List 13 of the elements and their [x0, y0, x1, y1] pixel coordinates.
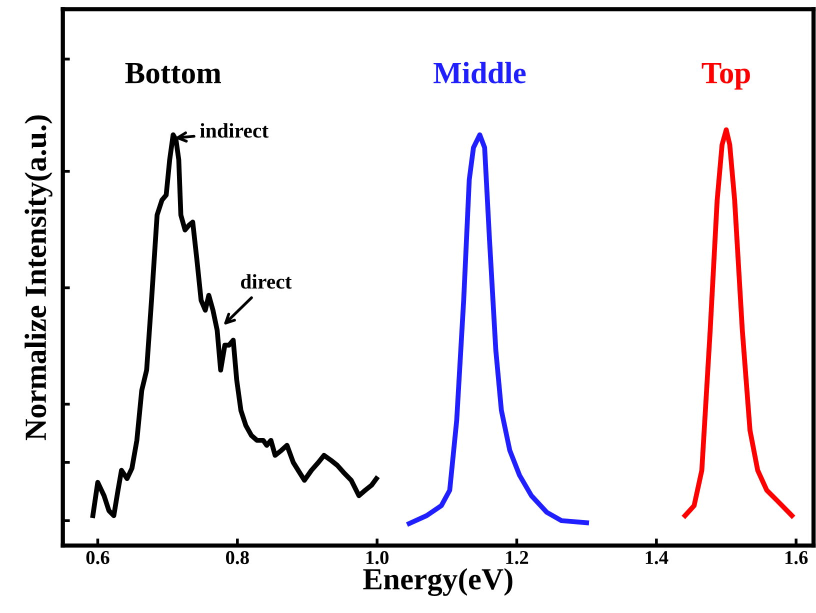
annotation: indirect [200, 123, 269, 138]
x-tick-label: 1.4 [646, 551, 668, 564]
x-tick-label: 0.8 [226, 550, 249, 564]
legend-label: Bottom [125, 63, 222, 84]
x-tick-label: 0.6 [86, 550, 110, 564]
x-tick-label: 1.0 [366, 550, 388, 564]
x-tick-label: 1.2 [506, 551, 528, 564]
x-tick-label: 1.6 [786, 551, 808, 564]
text: Middle [434, 62, 526, 84]
series-label: Top [702, 63, 750, 90]
y-axis-title: Normalize Intensity(a.u.) [24, 115, 52, 440]
annotation: direct [240, 274, 292, 289]
x-axis-title: Energy(eV) [363, 568, 512, 596]
